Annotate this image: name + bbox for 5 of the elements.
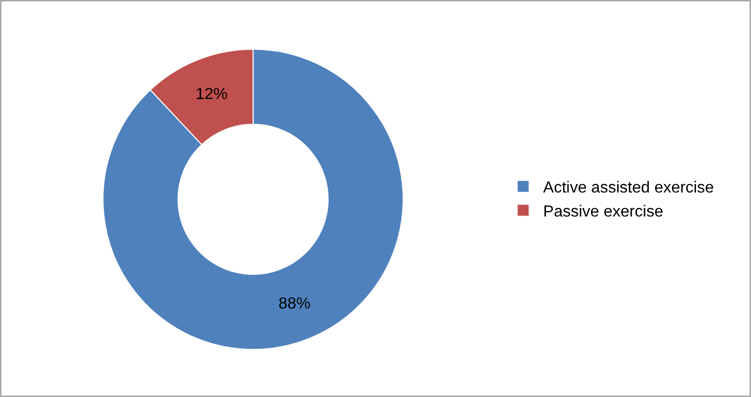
legend-label: Passive exercise: [543, 203, 664, 220]
data-label: 12%: [196, 86, 228, 104]
donut-slice: [102, 48, 404, 350]
legend-label: Active assisted exercise: [543, 180, 714, 197]
data-label: 88%: [278, 295, 311, 312]
